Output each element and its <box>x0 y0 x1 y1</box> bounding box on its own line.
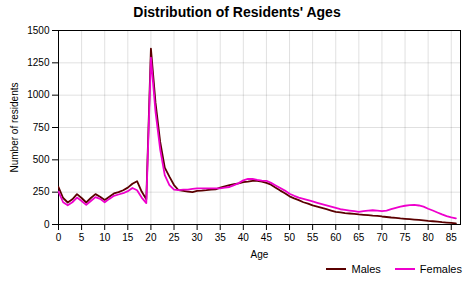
svg-text:60: 60 <box>330 232 342 243</box>
svg-text:0: 0 <box>56 232 62 243</box>
svg-text:750: 750 <box>33 122 50 133</box>
svg-text:15: 15 <box>122 232 134 243</box>
svg-text:250: 250 <box>33 186 50 197</box>
svg-text:5: 5 <box>79 232 85 243</box>
html-text:Females: Females <box>419 263 462 275</box>
svg-text:500: 500 <box>33 154 50 165</box>
svg-text:30: 30 <box>192 232 204 243</box>
svg-text:70: 70 <box>376 232 388 243</box>
svg-text:10: 10 <box>99 232 111 243</box>
html-text:Males: Males <box>351 263 381 275</box>
svg-text:Age: Age <box>251 249 269 260</box>
svg-text:85: 85 <box>446 232 458 243</box>
svg-text:65: 65 <box>353 232 365 243</box>
svg-text:0: 0 <box>44 219 50 230</box>
svg-text:40: 40 <box>238 232 250 243</box>
html-text:Distribution of Residents' Age: Distribution of Residents' Ages <box>133 4 341 20</box>
svg-text:35: 35 <box>215 232 227 243</box>
svg-text:55: 55 <box>307 232 319 243</box>
svg-text:25: 25 <box>168 232 180 243</box>
svg-text:Number of residents: Number of residents <box>9 82 20 172</box>
svg-text:50: 50 <box>284 232 296 243</box>
svg-text:75: 75 <box>399 232 411 243</box>
svg-text:45: 45 <box>261 232 273 243</box>
svg-text:1250: 1250 <box>27 57 50 68</box>
svg-text:20: 20 <box>145 232 157 243</box>
svg-text:1500: 1500 <box>27 25 50 36</box>
svg-text:80: 80 <box>423 232 435 243</box>
svg-text:1000: 1000 <box>27 89 50 100</box>
